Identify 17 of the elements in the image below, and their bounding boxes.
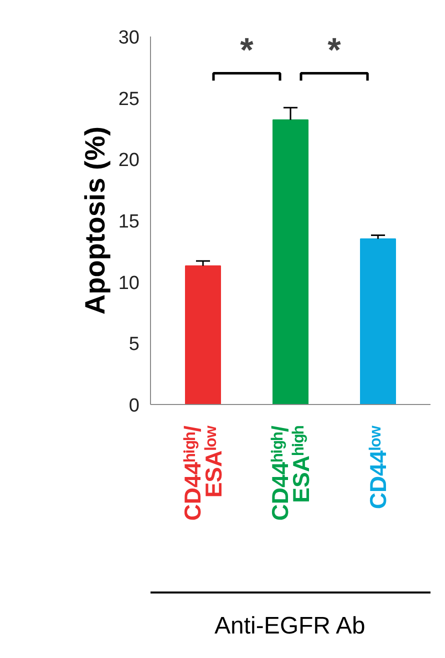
x-axis-title: Anti-EGFR Ab <box>214 612 366 640</box>
bar <box>360 238 396 404</box>
x-tick-label: CD44ʰⁱᵍʰ/ESAʰⁱᵍʰ <box>267 425 314 521</box>
y-tick-label: 20 <box>118 150 140 172</box>
y-tick-label: 5 <box>128 334 140 356</box>
bar <box>185 265 221 404</box>
y-tick-label: 25 <box>118 88 140 110</box>
x-tick-label: CD44ʰⁱᵍʰ/ESAˡᵒʷ <box>180 424 226 521</box>
annotation: * <box>240 31 254 70</box>
bar <box>272 119 308 404</box>
y-tick-label: 15 <box>118 212 140 232</box>
y-tick-label: 30 <box>118 28 140 48</box>
annotation: * <box>328 31 342 70</box>
y-tick-label: 0 <box>128 396 140 416</box>
y-tick-label: 10 <box>118 272 140 294</box>
x-tick-label: CD44ˡᵒʷ <box>365 424 391 510</box>
y-axis-title: Apoptosis (%) <box>79 126 110 315</box>
